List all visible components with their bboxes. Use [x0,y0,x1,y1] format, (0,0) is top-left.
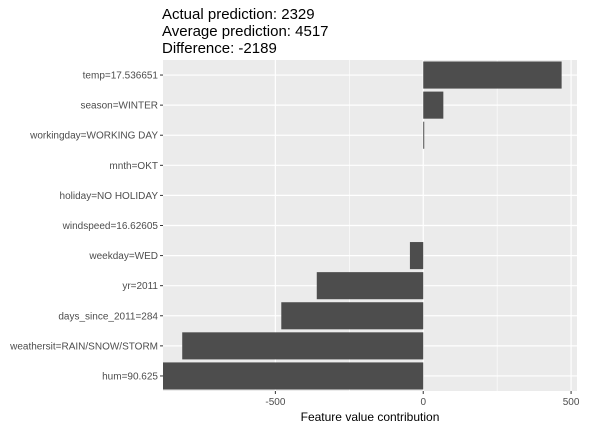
y-tick-label: hum=90.625 [102,371,158,382]
y-tick-label: yr=2011 [122,281,158,292]
x-tick-label: 500 [563,397,580,408]
y-tick-label: mnth=OKT [109,161,158,172]
y-tick-label: days_since_2011=284 [58,311,158,322]
y-tick-label: temp=17.536651 [83,71,159,82]
x-axis-ticks: -500 0 500 [265,391,580,408]
y-axis-labels: temp=17.536651 season=WINTER workingday=WO… [9,71,163,382]
y-tick-label: holiday=NO HOLIDAY [60,191,159,202]
bar [316,272,424,300]
y-tick-label: windspeed=16.62605 [62,221,159,232]
title-line-1: Actual prediction: 2329 [162,6,315,23]
y-tick-label: workingday=WORKING DAY [29,131,158,142]
y-tick-label: weathersit=RAIN/SNOW/STORM [9,341,158,352]
x-tick-label: 0 [420,397,426,408]
x-axis-label: Feature value contribution [301,410,440,424]
x-tick-label: -500 [265,397,285,408]
bar [423,61,562,89]
title-line-3: Difference: -2189 [162,40,277,57]
y-tick-label: weekday=WED [88,251,158,262]
bar [409,242,424,270]
bar [423,121,425,149]
title-line-2: Average prediction: 4517 [162,23,329,40]
y-tick-label: season=WINTER [80,101,158,112]
bar [163,362,424,390]
bar [423,91,444,119]
bars [163,61,562,390]
chart-title: Actual prediction: 2329 Average predicti… [162,6,329,57]
bar [182,332,424,360]
bar [281,302,424,330]
